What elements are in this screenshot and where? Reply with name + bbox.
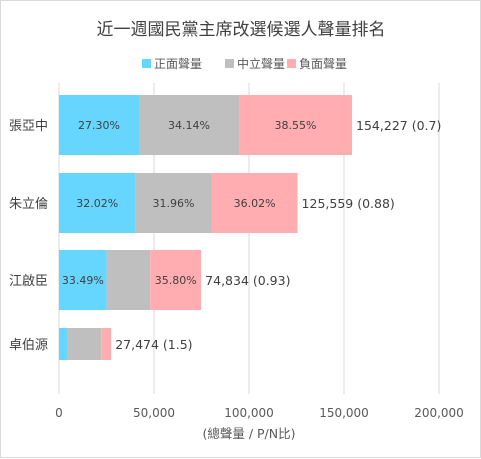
bar-segment [59,250,107,310]
bar-segment [66,328,102,360]
segment-label: 38.55% [275,119,317,132]
category-label: 朱立倫 [9,197,48,212]
legend: 正面聲量 中立聲量 負面聲量 [142,56,347,71]
total-label: 74,834 (0.93) [205,273,290,288]
bar-segment [59,328,67,360]
segment-label: 33.49% [62,274,104,287]
legend-label: 負面聲量 [299,56,347,71]
bar-segment [135,173,212,233]
gridlines: 0 50,000 100,000 150,000 200,000 [55,83,464,420]
legend-swatch [142,59,151,68]
bar-segment [106,250,151,310]
segment-label: 34.14% [168,119,210,132]
segment-label: 27.30% [78,119,120,132]
segment-label: 35.80% [155,274,197,287]
chart-title: 近一週國民黨主席改選候選人聲量排名 [97,20,386,40]
bar-segment [59,95,139,155]
total-label: 154,227 (0.7) [356,118,441,133]
legend-label: 中立聲量 [237,56,285,71]
bars [59,95,353,360]
bar-segment [239,95,353,155]
total-label: 125,559 (0.88) [302,196,395,211]
bar-segment [101,328,112,360]
legend-swatch [225,59,234,68]
x-tick-label: 150,000 [319,406,369,420]
category-label: 江啟臣 [9,274,48,289]
bar-segment [150,250,202,310]
category-label: 卓伯源 [9,338,48,353]
labels: 張亞中 27.30% 34.14% 38.55% 154,227 (0.7) 朱立倫 32.… [9,118,441,353]
legend-label: 正面聲量 [154,56,202,71]
segment-label: 31.96% [153,197,195,210]
bar-segment [59,173,136,233]
bar-segment [211,173,298,233]
x-axis-title: (總聲量 / P/N比) [202,426,295,441]
x-tick-label: 50,000 [133,406,175,420]
segment-label: 32.02% [76,197,118,210]
total-label: 27,474 (1.5) [115,337,192,352]
x-tick-label: 0 [55,406,63,420]
bar-segment [138,95,240,155]
segment-label: 36.02% [234,197,276,210]
x-tick-label: 100,000 [224,406,274,420]
category-label: 張亞中 [9,119,48,134]
legend-swatch [287,59,296,68]
x-tick-label: 200,000 [414,406,464,420]
